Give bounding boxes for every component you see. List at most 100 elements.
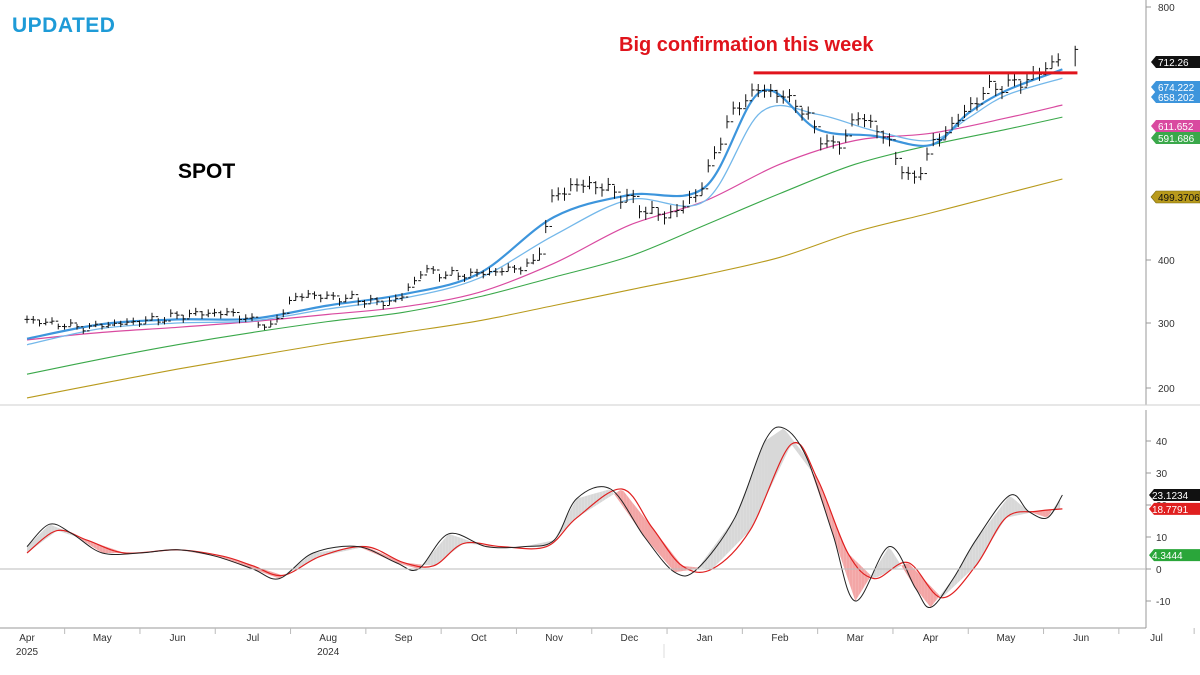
price-bar	[355, 294, 361, 306]
osc-last-label: 23.1234	[1149, 489, 1200, 502]
price-bar	[649, 200, 655, 215]
price-bar	[305, 289, 311, 298]
osc-last-label-text: 18.7791	[1152, 505, 1189, 516]
osc-fill-segment	[792, 438, 796, 450]
osc-fill-segment	[810, 467, 814, 477]
price-bar	[543, 219, 549, 255]
osc-fill-segment	[635, 506, 639, 529]
osc-fill-segment	[1017, 502, 1021, 516]
price-bar	[80, 326, 86, 334]
osc-fill-segment	[66, 531, 70, 535]
price-bar	[236, 311, 242, 324]
price-bar	[86, 323, 92, 332]
price-bar	[949, 116, 955, 134]
price-bar	[830, 135, 836, 149]
osc-fill-segment	[436, 544, 440, 564]
price-bar	[93, 320, 99, 328]
osc-fill-segment	[822, 490, 826, 512]
price-bar	[405, 283, 411, 298]
osc-fill-segment	[707, 550, 711, 569]
ma-200-line	[26, 178, 1063, 399]
osc-fill-segment	[933, 589, 937, 604]
price-bar	[1024, 73, 1030, 88]
osc-fill-segment	[846, 549, 850, 584]
price-bar	[399, 293, 405, 302]
osc-last-label-text: 4.3444	[1152, 551, 1183, 562]
price-bar	[874, 120, 880, 139]
price-bar	[330, 292, 336, 300]
osc-fill-segment	[608, 489, 612, 498]
osc-fill-segment	[737, 502, 741, 543]
price-bar	[636, 195, 642, 219]
price-last-label: 611.652	[1151, 120, 1200, 133]
price-bar	[361, 299, 367, 308]
osc-fill-segment	[1029, 511, 1034, 513]
osc-fill-segment	[767, 436, 771, 493]
osc-tick-label: 0	[1156, 565, 1162, 576]
osc-fill-segment	[786, 431, 790, 456]
price-bar	[511, 265, 517, 273]
price-bar	[149, 312, 155, 321]
price-bar	[443, 271, 449, 280]
ma-50-line	[26, 104, 1063, 341]
price-bar	[643, 206, 649, 220]
osc-fill-segment	[876, 562, 880, 578]
price-bar	[286, 296, 292, 314]
price-bar	[918, 167, 924, 181]
osc-fill-segment	[728, 521, 732, 553]
month-label: Nov	[545, 633, 563, 644]
price-bar	[605, 177, 611, 192]
price-bar	[105, 321, 111, 328]
price-bar	[849, 113, 855, 137]
ma-fast-line	[26, 68, 1063, 340]
price-bar	[1018, 79, 1024, 94]
osc-fill-segment	[807, 459, 811, 470]
price-bar	[61, 323, 67, 330]
price-bar	[36, 319, 42, 327]
osc-fill-segment	[882, 552, 886, 575]
price-bar	[468, 268, 474, 279]
price-bar	[799, 105, 805, 121]
price-bar	[668, 205, 674, 219]
price-bar	[905, 166, 911, 180]
price-bar	[530, 254, 536, 265]
month-label: May	[996, 633, 1015, 644]
price-bar	[855, 112, 861, 126]
osc-fill-segment	[620, 489, 624, 508]
price-bar	[661, 211, 667, 225]
month-label: Mar	[847, 633, 865, 644]
osc-fill-segment	[1051, 507, 1055, 513]
price-bar	[824, 134, 830, 148]
price-panel	[24, 45, 1079, 399]
osc-fill-segment	[740, 494, 744, 540]
ma-mid-line	[26, 77, 1063, 346]
osc-fill-segment	[427, 554, 431, 566]
price-bar	[793, 95, 799, 113]
price-bar	[280, 309, 286, 320]
osc-fill-segment	[1039, 510, 1043, 517]
price-bar	[436, 269, 442, 282]
osc-fill-segment	[593, 493, 597, 508]
price-bar	[49, 317, 55, 325]
price-bar	[730, 101, 736, 123]
price-bar	[755, 83, 761, 98]
price-bar	[911, 170, 917, 184]
price-bar	[30, 315, 36, 324]
price-bar	[518, 266, 524, 275]
osc-fill-segment	[900, 564, 904, 570]
osc-fill-segment	[448, 533, 452, 555]
month-label: Oct	[471, 633, 487, 644]
price-bar	[724, 115, 730, 145]
price-bar	[24, 315, 30, 324]
price-bar	[868, 114, 874, 128]
osc-last-label: 18.7791	[1149, 502, 1200, 516]
price-tick-label: 400	[1158, 256, 1175, 267]
osc-fill-segment	[852, 557, 856, 601]
price-bar	[480, 270, 486, 279]
price-bar	[955, 113, 961, 127]
osc-fill-segment	[879, 557, 883, 577]
price-bar	[618, 191, 624, 209]
price-bar	[624, 188, 630, 203]
price-bar	[424, 264, 430, 276]
osc-fill-segment	[978, 532, 982, 561]
